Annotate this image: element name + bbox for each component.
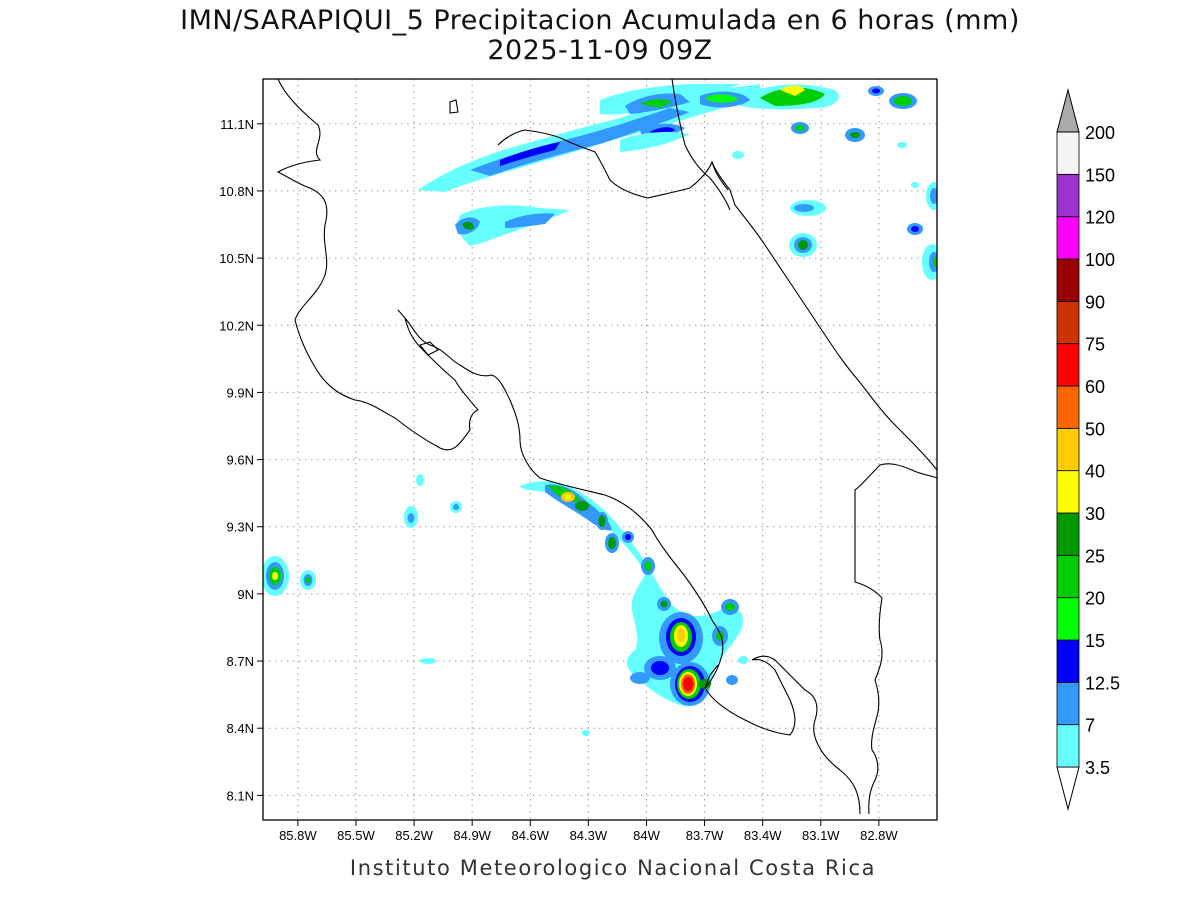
lat-tick-label: 8.4N <box>227 721 254 736</box>
colorbar-swatch <box>1056 512 1080 556</box>
lon-tick-label: 84.9W <box>453 828 491 843</box>
map-frame <box>262 78 938 821</box>
lat-tick-label: 10.8N <box>219 184 254 199</box>
lon-tick-label: 84.3W <box>570 828 608 843</box>
colorbar-swatch <box>1056 470 1080 514</box>
map-grid <box>263 79 937 820</box>
colorbar-swatch <box>1056 554 1080 599</box>
lat-tick-label: 10.5N <box>219 251 254 266</box>
map-title: IMN/SARAPIQUI_5 Precipitacion Acumulada … <box>180 5 1020 36</box>
precip-band-north <box>418 84 937 280</box>
colorbar-label: 3.5 <box>1085 758 1110 778</box>
colorbar-legend: 3.5 7 12.5 15 20 25 30 40 50 60 75 90 100 120 150 200 <box>1056 88 1120 811</box>
footer-credit: Instituto Meteorologico Nacional Costa R… <box>349 856 877 880</box>
colorbar-label: 90 <box>1085 292 1105 312</box>
lon-tick-label: 85.8W <box>279 828 317 843</box>
colorbar-label: 30 <box>1085 504 1105 524</box>
map-subtitle: 2025-11-09 09Z <box>487 35 713 66</box>
lon-tick-label: 84.6W <box>511 828 549 843</box>
colorbar-label: 12.5 <box>1085 673 1120 693</box>
colorbar-swatch <box>1056 724 1080 768</box>
colorbar-under-arrow <box>1056 766 1080 811</box>
longitude-axis: 85.8W 85.5W 85.2W 84.9W 84.6W 84.3W 84W 83.7W 83… <box>279 820 898 843</box>
colorbar-label: 25 <box>1085 546 1105 566</box>
colorbar-label: 40 <box>1085 462 1105 482</box>
lon-tick-label: 84W <box>633 828 660 843</box>
lat-tick-label: 11.1N <box>220 117 254 132</box>
colorbar-swatch <box>1056 131 1080 175</box>
lat-tick-label: 9.3N <box>227 520 254 535</box>
lat-tick-label: 8.7N <box>227 654 254 669</box>
colorbar-swatch <box>1056 681 1080 726</box>
colorbar-swatch <box>1056 427 1080 472</box>
colorbar-swatch <box>1056 639 1080 683</box>
precipitation-layer <box>263 84 937 736</box>
colorbar-label: 7 <box>1085 716 1095 736</box>
colorbar-label: 200 <box>1085 123 1115 143</box>
latitude-axis: 11.1N 10.8N 10.5N 10.2N 9.9N 9.6N 9.3N 9N 8.7N 8.… <box>219 117 263 803</box>
lat-tick-label: 9N <box>237 587 254 602</box>
colorbar-swatch <box>1056 597 1080 641</box>
lat-tick-label: 9.9N <box>227 385 254 400</box>
colorbar-label: 20 <box>1085 589 1105 609</box>
lon-tick-label: 85.5W <box>337 828 375 843</box>
lon-tick-label: 83.7W <box>686 828 724 843</box>
precip-cells-west <box>263 474 590 736</box>
colorbar-label: 60 <box>1085 377 1105 397</box>
colorbar-label: 120 <box>1085 208 1115 228</box>
lon-tick-label: 83.1W <box>802 828 840 843</box>
colorbar-over-arrow <box>1056 88 1080 133</box>
colorbar-label: 100 <box>1085 250 1115 270</box>
lat-tick-label: 10.2N <box>219 318 254 333</box>
lat-tick-label: 8.1N <box>227 788 254 803</box>
precip-band-pacific <box>520 481 748 707</box>
colorbar-swatch <box>1056 173 1080 218</box>
colorbar-label: 15 <box>1085 631 1105 651</box>
lon-tick-label: 82.8W <box>860 828 898 843</box>
colorbar-label: 50 <box>1085 419 1105 439</box>
lat-tick-label: 9.6N <box>227 453 254 468</box>
colorbar-swatch <box>1056 343 1080 387</box>
lon-tick-label: 85.2W <box>395 828 433 843</box>
lon-tick-label: 83.4W <box>744 828 782 843</box>
colorbar-label: 75 <box>1085 335 1105 355</box>
colorbar-swatch <box>1056 258 1080 302</box>
colorbar-swatch <box>1056 300 1080 345</box>
colorbar-label: 150 <box>1085 165 1115 185</box>
colorbar-swatch <box>1056 216 1080 260</box>
coastlines <box>276 79 937 815</box>
colorbar-swatch <box>1056 385 1080 429</box>
